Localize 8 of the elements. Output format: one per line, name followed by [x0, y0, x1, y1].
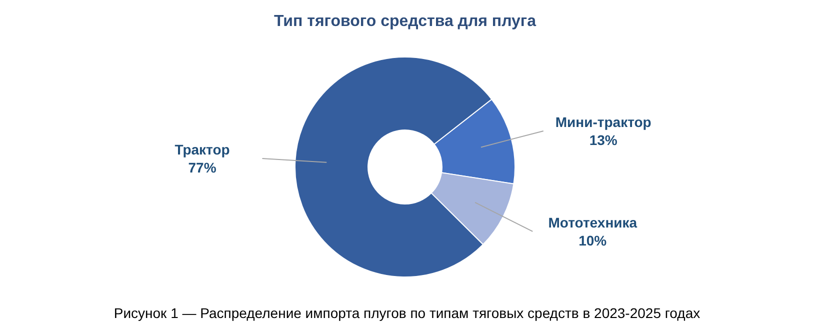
data-label: 10% [578, 232, 608, 248]
slice-label: Мини-трактор [555, 114, 652, 130]
text: Рисунок 1 — Распределение импорта плугов по типам тяговых средств в 2023-2025 годах [114, 305, 700, 321]
slice-label: Трактор [174, 142, 230, 158]
data-label: 77% [188, 160, 217, 176]
chart-title: Тип тягового средства для плуга [274, 13, 536, 30]
slice-label: Мототехника [548, 214, 638, 230]
data-label: 13% [589, 132, 618, 148]
